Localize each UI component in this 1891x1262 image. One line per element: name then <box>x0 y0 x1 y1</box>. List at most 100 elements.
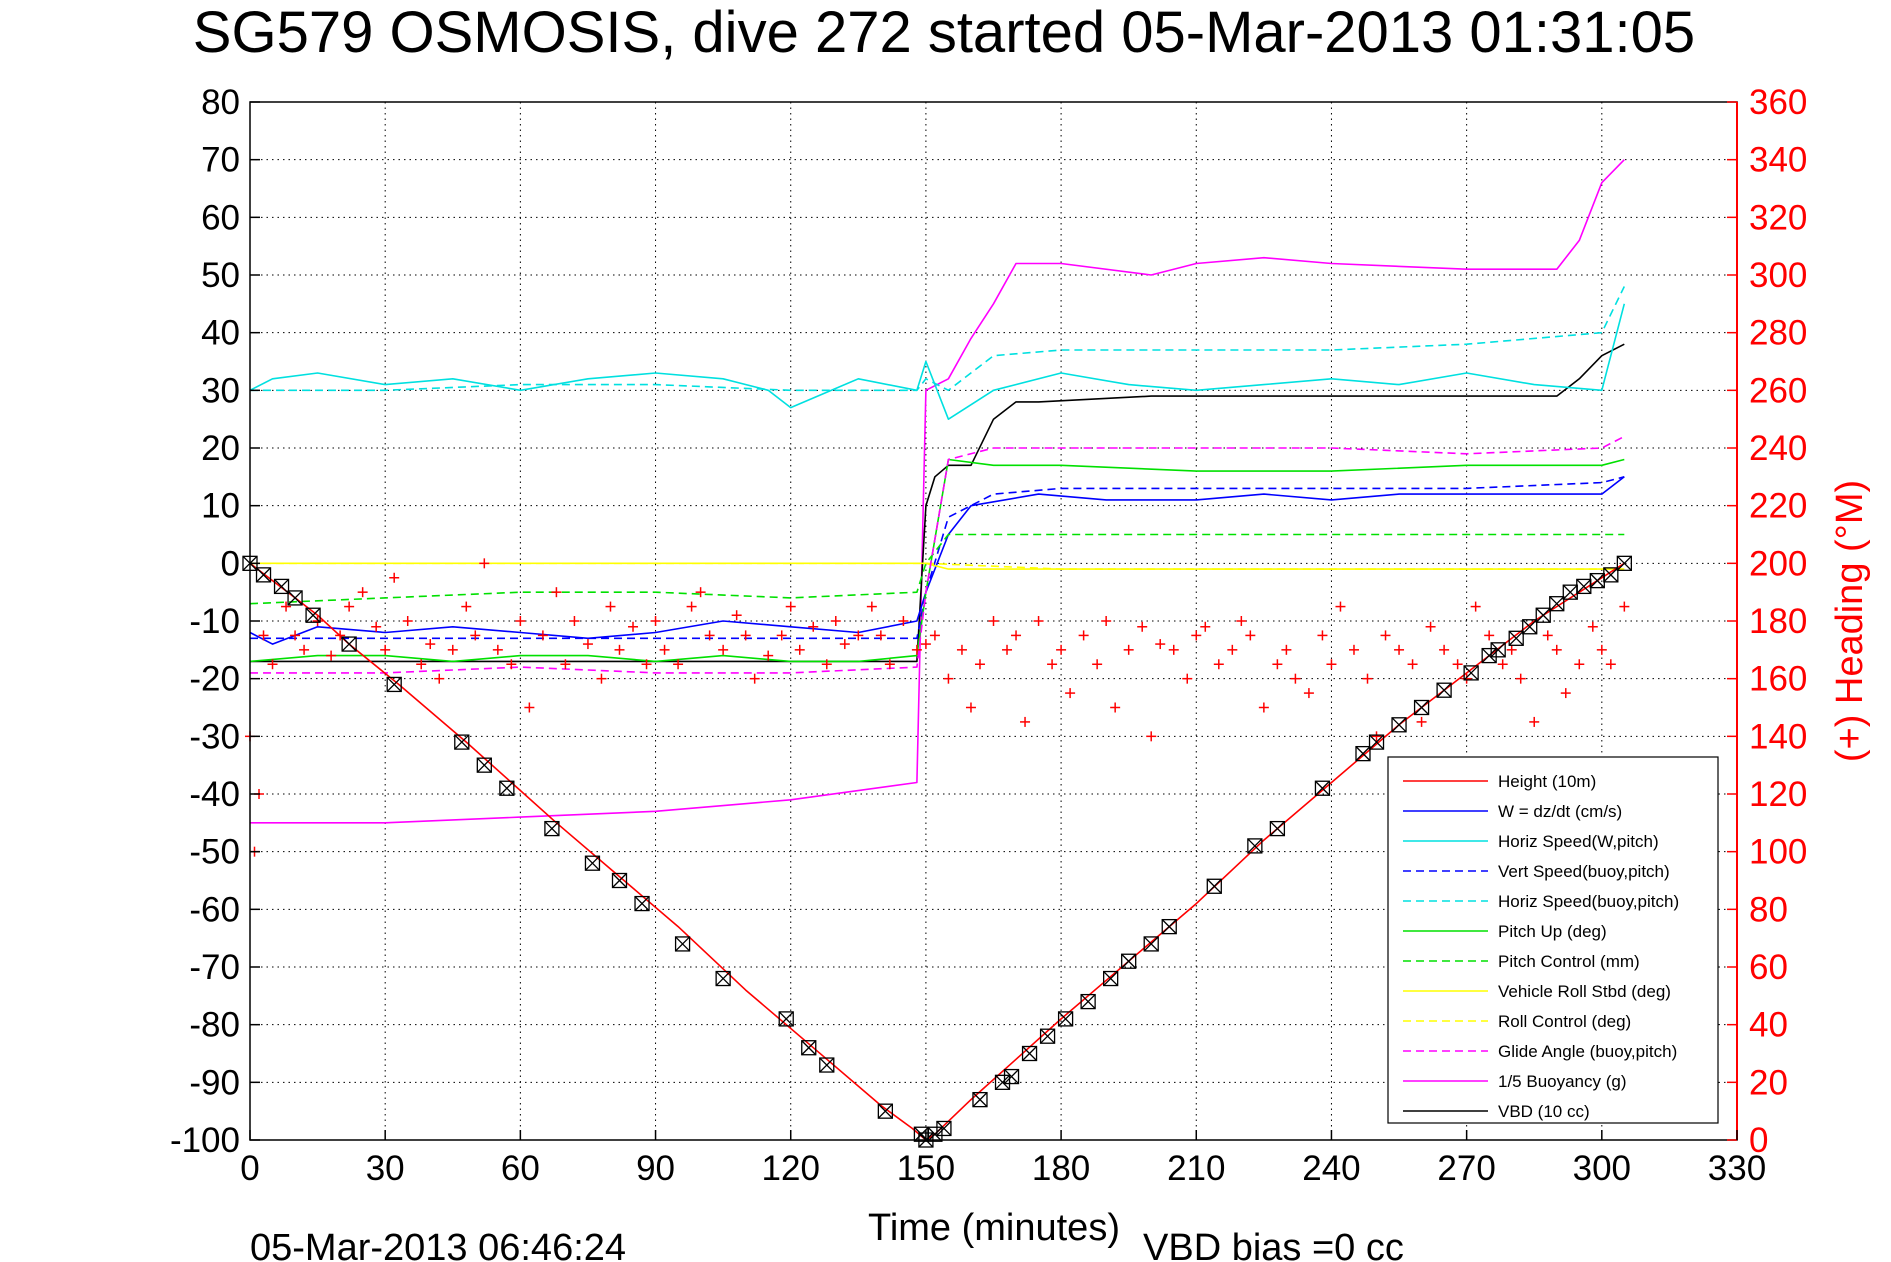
heading-point <box>434 673 445 684</box>
heading-point <box>344 601 355 612</box>
heading-point <box>1619 601 1630 612</box>
legend-label: W = dz/dt (cm/s) <box>1498 802 1622 821</box>
left-tick-label: 40 <box>201 314 240 353</box>
heading-point <box>1245 630 1256 641</box>
heading-point <box>1461 673 1472 684</box>
heading-point <box>479 558 490 569</box>
legend-label: Vert Speed(buoy,pitch) <box>1498 862 1670 881</box>
bottom-tick-label: 330 <box>1708 1149 1766 1188</box>
heading-point <box>659 644 670 655</box>
series-line-11 <box>250 343 1625 663</box>
height-marker <box>341 636 357 652</box>
heading-point <box>1290 673 1301 684</box>
height-marker <box>1368 734 1385 750</box>
heading-point <box>524 702 535 713</box>
heading-point <box>1155 639 1166 650</box>
heading-point <box>884 659 895 670</box>
height-marker <box>1161 918 1177 935</box>
chart-title: SG579 OSMOSIS, dive 272 started 05-Mar-2… <box>193 0 1695 65</box>
heading-point <box>1335 601 1346 612</box>
height-marker <box>1247 838 1263 854</box>
height-marker <box>1603 567 1619 583</box>
heading-point <box>492 644 503 655</box>
heading-point <box>943 673 954 684</box>
heading-point <box>853 630 864 641</box>
height-marker <box>972 1091 988 1108</box>
height-marker <box>1003 1068 1020 1085</box>
left-tick-label: -90 <box>189 1063 240 1102</box>
height-marker <box>778 1011 794 1027</box>
heading-point <box>402 616 413 626</box>
heading-point <box>605 601 616 612</box>
height-marker <box>1535 607 1551 623</box>
height-marker <box>1143 936 1159 952</box>
heading-point <box>1110 702 1121 713</box>
height-marker <box>1206 878 1222 894</box>
bottom-tick-label: 120 <box>762 1149 820 1188</box>
heading-point <box>1551 644 1562 655</box>
right-tick-label: 260 <box>1749 371 1807 410</box>
heading-point <box>335 630 346 641</box>
left-tick-label: -70 <box>189 948 240 987</box>
height-marker <box>1269 820 1286 837</box>
left-tick-label: 10 <box>201 487 240 526</box>
heading-point <box>1439 644 1450 655</box>
heading-point <box>1065 688 1076 699</box>
legend-box <box>1387 756 1719 1124</box>
legend-label: 1/5 Buoyancy (g) <box>1498 1072 1627 1091</box>
legend-label: Height (10m) <box>1498 772 1596 791</box>
heading-point <box>875 630 886 641</box>
footer-vbd-bias: VBD bias =0 cc <box>1143 1227 1404 1262</box>
heading-point <box>1002 644 1013 655</box>
heading-point <box>506 659 517 670</box>
heading-point <box>785 601 796 612</box>
heading-point <box>389 572 400 583</box>
left-tick-label: 80 <box>201 83 240 122</box>
heading-point <box>839 639 850 650</box>
heading-point <box>357 587 368 598</box>
left-tick-label: 20 <box>201 429 240 468</box>
heading-point <box>1574 659 1585 670</box>
heading-point <box>267 659 278 670</box>
heading-point <box>1484 630 1495 641</box>
heading-point <box>1227 644 1238 655</box>
heading-point <box>808 621 819 632</box>
heading-point <box>628 621 639 632</box>
height-marker <box>273 578 290 595</box>
heading-point <box>1020 716 1031 727</box>
heading-point <box>1123 644 1134 655</box>
heading-point <box>380 644 391 655</box>
footer-timestamp: 05-Mar-2013 06:46:24 <box>250 1227 626 1262</box>
heading-point <box>1425 621 1436 632</box>
heading-point <box>898 616 909 626</box>
bottom-tick-label: 60 <box>501 1149 540 1188</box>
heading-point <box>1506 644 1517 655</box>
height-marker <box>287 590 303 606</box>
left-tick-label: -40 <box>189 775 240 814</box>
height-marker <box>1616 555 1632 571</box>
height-marker <box>1463 665 1479 681</box>
heading-point <box>1101 616 1112 626</box>
heading-point <box>866 601 877 612</box>
height-marker <box>1522 619 1538 635</box>
heading-point <box>569 616 580 626</box>
heading-point <box>830 616 841 626</box>
height-marker <box>1391 717 1407 733</box>
heading-point <box>718 644 729 655</box>
heading-point <box>1394 644 1405 655</box>
bottom-tick-label: 210 <box>1167 1149 1225 1188</box>
series-line-5 <box>249 458 1625 663</box>
right-tick-label: 20 <box>1749 1063 1788 1102</box>
heading-point <box>596 673 607 684</box>
heading-point <box>461 601 472 612</box>
right-tick-label: 140 <box>1749 717 1807 756</box>
heading-point <box>447 644 458 655</box>
left-tick-label: -60 <box>189 890 240 929</box>
height-marker <box>1413 699 1430 716</box>
right-tick-label: 300 <box>1749 256 1807 295</box>
right-axis-ticks: 0 20 40 60 80 100 120 140 160 180 200 220 240 260 280 3… <box>1727 83 1807 1160</box>
heading-point <box>614 644 625 655</box>
heading-point <box>416 659 427 670</box>
heading-point <box>974 659 985 670</box>
heading-point <box>1281 644 1292 655</box>
